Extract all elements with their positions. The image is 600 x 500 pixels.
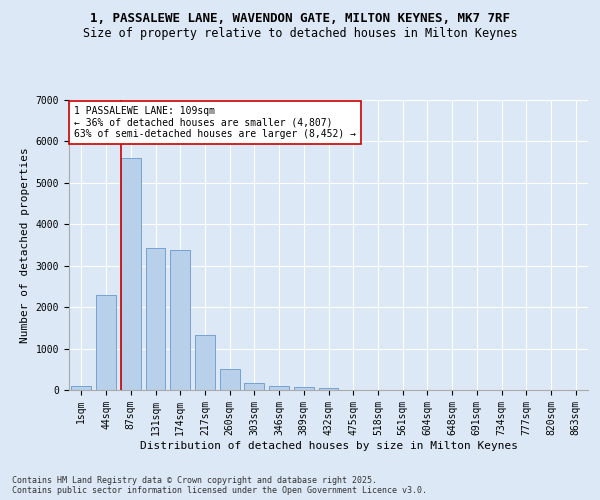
Y-axis label: Number of detached properties: Number of detached properties <box>20 147 30 343</box>
Text: 1, PASSALEWE LANE, WAVENDON GATE, MILTON KEYNES, MK7 7RF: 1, PASSALEWE LANE, WAVENDON GATE, MILTON… <box>90 12 510 26</box>
Bar <box>146 248 166 390</box>
Bar <box>71 386 91 390</box>
Text: Contains HM Land Registry data © Crown copyright and database right 2025.
Contai: Contains HM Land Registry data © Crown c… <box>12 476 427 495</box>
Bar <box>121 158 140 390</box>
Bar <box>170 250 190 390</box>
Bar <box>220 370 239 390</box>
Bar <box>244 383 264 390</box>
Bar <box>96 294 116 390</box>
X-axis label: Distribution of detached houses by size in Milton Keynes: Distribution of detached houses by size … <box>139 440 517 450</box>
Bar <box>269 386 289 390</box>
Bar <box>195 335 215 390</box>
Text: Size of property relative to detached houses in Milton Keynes: Size of property relative to detached ho… <box>83 28 517 40</box>
Bar <box>294 387 314 390</box>
Text: 1 PASSALEWE LANE: 109sqm
← 36% of detached houses are smaller (4,807)
63% of sem: 1 PASSALEWE LANE: 109sqm ← 36% of detach… <box>74 106 356 139</box>
Bar <box>319 388 338 390</box>
